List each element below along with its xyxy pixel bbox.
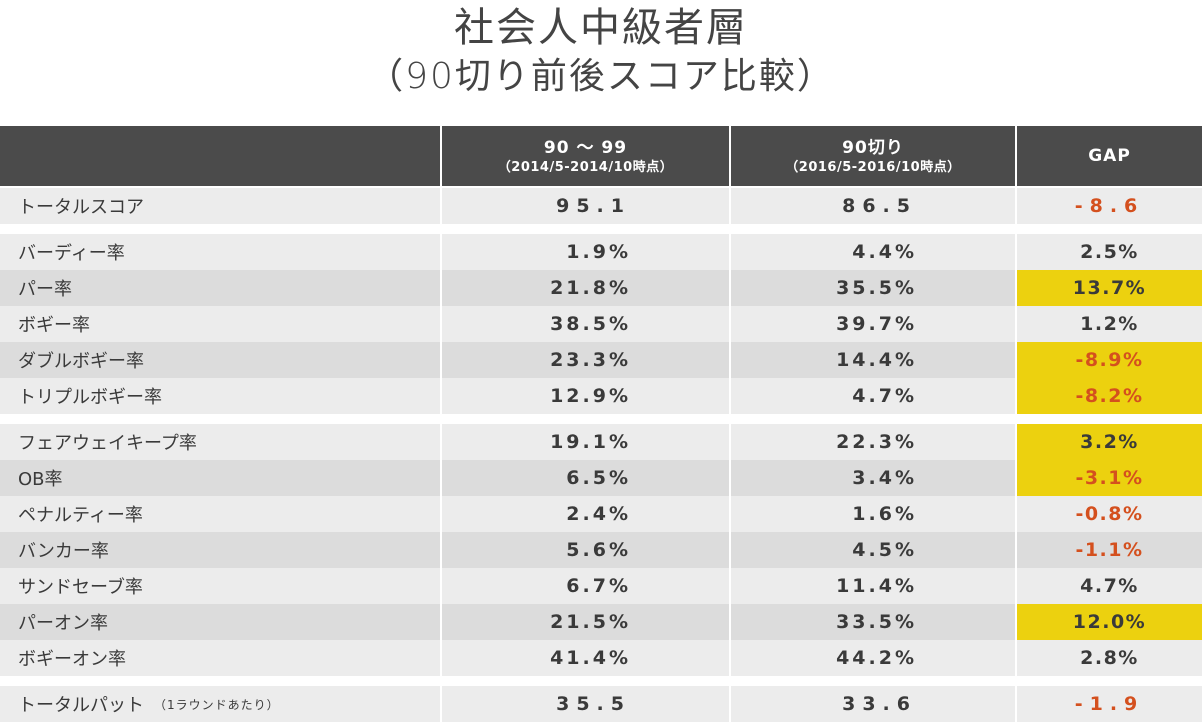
row-label: サンドセーブ率	[0, 568, 440, 604]
value-under-90: 86.5	[731, 188, 1015, 224]
row-label: パー率	[0, 270, 440, 306]
row-label: バーディー率	[0, 234, 440, 270]
value-90-99: 12.9%	[442, 378, 729, 414]
value-90-99: 38.5%	[442, 306, 729, 342]
row-label: バンカー率	[0, 532, 440, 568]
row-label-text: バーディー率	[18, 243, 125, 264]
value-gap: 2.5%	[1017, 234, 1202, 270]
row-label: パーオン率	[0, 604, 440, 640]
value-gap: 4.7%	[1017, 568, 1202, 604]
header-col-gap-title: GAP	[1088, 146, 1131, 166]
value-90-99: 95.1	[442, 188, 729, 224]
page-subtitle: （90切り前後スコア比較）	[367, 56, 835, 97]
row-label: ボギー率	[0, 306, 440, 342]
header-col-90-99-period: （2014/5-2014/10時点）	[497, 159, 674, 175]
value-under-90: 22.3%	[731, 424, 1015, 460]
value-under-90: 35.5%	[731, 270, 1015, 306]
value-gap: -1.1%	[1017, 532, 1202, 568]
row-label: OB率	[0, 460, 440, 496]
row-label-text: OB率	[18, 469, 63, 490]
value-gap: -8.2%	[1017, 378, 1202, 414]
value-under-90: 44.2%	[731, 640, 1015, 676]
row-label-text: トータルスコア	[18, 197, 144, 218]
row-label: フェアウェイキープ率	[0, 424, 440, 460]
row-label-text: ダブルボギー率	[18, 351, 144, 372]
value-90-99: 19.1%	[442, 424, 729, 460]
row-label-text: ペナルティー率	[18, 505, 143, 526]
value-under-90: 4.4%	[731, 234, 1015, 270]
value-gap: -3.1%	[1017, 460, 1202, 496]
header-col-90-99-title: 90 〜 99	[543, 137, 628, 158]
header-col-90-99: 90 〜 99 （2014/5-2014/10時点）	[442, 126, 729, 186]
title-block: 社会人中級者層 （90切り前後スコア比較）	[0, 0, 1202, 125]
row-label: トリプルボギー率	[0, 378, 440, 414]
value-under-90: 33.6	[731, 686, 1015, 722]
row-label: トータルスコア	[0, 188, 440, 224]
value-gap: 12.0%	[1017, 604, 1202, 640]
value-gap: -0.8%	[1017, 496, 1202, 532]
row-label-text: トータルパット	[18, 695, 144, 716]
header-col-under-90: 90切り （2016/5-2016/10時点）	[731, 126, 1015, 186]
row-label-text: パー率	[18, 279, 72, 300]
value-under-90: 33.5%	[731, 604, 1015, 640]
row-label-text: サンドセーブ率	[18, 577, 143, 598]
value-gap: 13.7%	[1017, 270, 1202, 306]
value-90-99: 6.5%	[442, 460, 729, 496]
value-under-90: 4.7%	[731, 378, 1015, 414]
value-under-90: 4.5%	[731, 532, 1015, 568]
value-gap: -8.9%	[1017, 342, 1202, 378]
header-col-gap: GAP	[1017, 126, 1202, 186]
row-label: ボギーオン率	[0, 640, 440, 676]
row-label-text: バンカー率	[18, 541, 109, 562]
header-col-under-90-period: （2016/5-2016/10時点）	[785, 159, 961, 175]
value-under-90: 39.7%	[731, 306, 1015, 342]
header-col-under-90-title: 90切り	[842, 137, 904, 158]
value-under-90: 1.6%	[731, 496, 1015, 532]
value-gap: -8.6	[1017, 188, 1202, 224]
value-gap: 2.8%	[1017, 640, 1202, 676]
value-90-99: 41.4%	[442, 640, 729, 676]
value-90-99: 6.7%	[442, 568, 729, 604]
row-label: トータルパット （1ラウンドあたり）	[0, 686, 440, 722]
value-gap: 3.2%	[1017, 424, 1202, 460]
value-90-99: 5.6%	[442, 532, 729, 568]
value-90-99: 21.8%	[442, 270, 729, 306]
value-90-99: 35.5	[442, 686, 729, 722]
value-gap: 1.2%	[1017, 306, 1202, 342]
page-title: 社会人中級者層	[454, 5, 748, 51]
row-label-text: フェアウェイキープ率	[18, 433, 197, 454]
value-under-90: 14.4%	[731, 342, 1015, 378]
value-gap: -1.9	[1017, 686, 1202, 722]
row-label-note: （1ラウンドあたり）	[154, 697, 280, 712]
value-90-99: 21.5%	[442, 604, 729, 640]
value-under-90: 11.4%	[731, 568, 1015, 604]
row-label-text: パーオン率	[18, 613, 108, 634]
row-label: ペナルティー率	[0, 496, 440, 532]
header-label-cell	[0, 126, 440, 186]
value-90-99: 23.3%	[442, 342, 729, 378]
row-label-text: ボギー率	[18, 315, 90, 336]
value-90-99: 2.4%	[442, 496, 729, 532]
row-label-text: トリプルボギー率	[18, 387, 162, 408]
row-label-text: ボギーオン率	[18, 649, 126, 670]
row-label: ダブルボギー率	[0, 342, 440, 378]
value-90-99: 1.9%	[442, 234, 729, 270]
value-under-90: 3.4%	[731, 460, 1015, 496]
